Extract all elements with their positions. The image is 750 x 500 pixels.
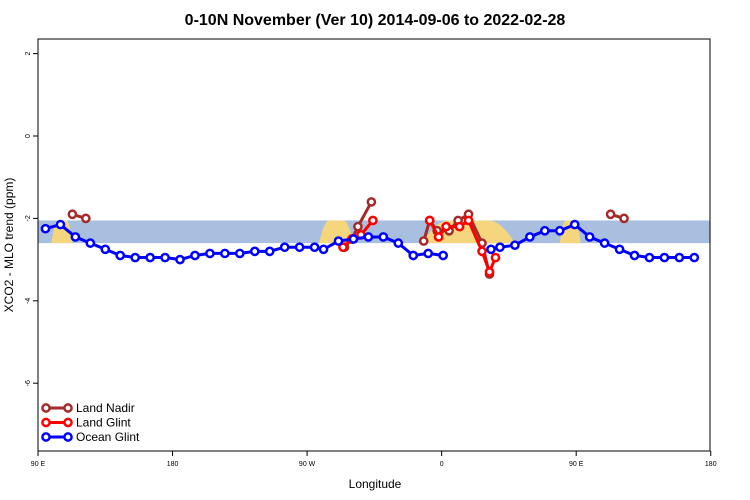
- y-tick-label: -2: [25, 215, 32, 221]
- ocean-glint-point: [333, 236, 344, 246]
- ocean-glint-point: [130, 252, 141, 263]
- ocean-glint-point: [145, 252, 155, 263]
- land-glint-point: [477, 246, 487, 257]
- legend-land-glint-label: Land Glint: [76, 416, 131, 430]
- y-axis-ticks: 2 0 -2 -4 -6: [25, 52, 38, 386]
- ocean-glint-point: [175, 254, 185, 265]
- legend-ocean-glint-marker: [41, 432, 51, 442]
- ocean-glint-point: [279, 242, 290, 253]
- ocean-glint-point: [378, 232, 389, 242]
- ocean-glint-point: [264, 246, 275, 257]
- ocean-glint-point: [554, 225, 565, 236]
- ocean-glint-point: [584, 232, 595, 242]
- x-axis-label: Longitude: [349, 477, 402, 491]
- ocean-glint-point: [539, 225, 550, 236]
- ocean-glint-point: [294, 242, 305, 253]
- ocean-glint-point: [438, 250, 448, 261]
- land-glint-point: [368, 215, 378, 226]
- series-ocean-glint: [40, 219, 700, 265]
- legend-land-nadir-marker: [41, 403, 51, 413]
- legend-land-nadir-marker: [63, 403, 73, 413]
- plot-frame: [37, 38, 711, 452]
- x-tick-label: 90 W: [299, 461, 316, 468]
- ocean-glint-point: [309, 242, 320, 253]
- ocean-glint-point: [599, 238, 610, 248]
- x-tick-label: 90 E: [31, 461, 46, 468]
- y-axis-label: XCO2 - MLO trend (ppm): [2, 178, 16, 313]
- ocean-glint-point: [674, 252, 685, 263]
- land-glint-point: [484, 267, 495, 277]
- land-nadir-point: [353, 221, 363, 232]
- ocean-glint-line: [45, 223, 444, 262]
- land-nadir-point: [80, 213, 91, 224]
- land-nadir-point: [619, 213, 629, 224]
- reference-band: [38, 220, 710, 244]
- y-tick-label: -6: [25, 380, 32, 386]
- ocean-glint-point: [190, 250, 200, 261]
- ocean-glint-point: [569, 219, 580, 230]
- y-tick-label: 0: [25, 134, 32, 138]
- legend-land-glint-marker: [63, 417, 73, 428]
- land-nadir-point: [605, 209, 616, 220]
- ocean-glint-point: [423, 248, 434, 259]
- ocean-glint-point: [614, 244, 625, 255]
- ocean-glint-point: [363, 232, 374, 242]
- land-glint-point: [490, 252, 501, 263]
- x-tick-label: 0: [440, 461, 444, 468]
- x-tick-label: 90 E: [569, 461, 584, 468]
- ocean-glint-point: [408, 250, 419, 261]
- x-axis-ticks: 90 E 180 90 W 0 90 E 180: [31, 451, 717, 468]
- legend-ocean-glint-marker: [63, 432, 73, 442]
- ocean-glint-point: [70, 232, 81, 242]
- ocean-glint-point: [318, 244, 329, 255]
- ocean-glint-point: [160, 252, 170, 263]
- legend-land-nadir-label: Land Nadir: [76, 401, 135, 415]
- ocean-glint-point: [234, 248, 245, 259]
- xco2-reference-band: [38, 220, 710, 244]
- ocean-glint-point: [55, 219, 66, 230]
- ocean-glint-point: [510, 240, 520, 251]
- land-nadir-point: [418, 236, 429, 246]
- ocean-glint-point: [689, 252, 700, 263]
- ocean-glint-point: [629, 250, 640, 261]
- ocean-glint-point: [85, 238, 96, 248]
- land-glint-point: [424, 215, 435, 226]
- ocean-glint-point: [249, 246, 260, 257]
- ocean-glint-point: [348, 234, 359, 244]
- ocean-glint-point: [393, 238, 404, 248]
- legend-ocean-glint-label: Ocean Glint: [76, 430, 140, 444]
- x-tick-label: 180: [167, 461, 179, 468]
- ocean-glint-point: [100, 244, 111, 255]
- x-tick-label: 180: [705, 461, 717, 468]
- ocean-glint-point: [644, 252, 655, 263]
- ocean-glint-point: [659, 252, 670, 263]
- ocean-glint-point: [220, 248, 230, 259]
- land-glint-point: [454, 221, 465, 232]
- land-glint-point: [441, 221, 451, 232]
- legend-land-glint-marker: [41, 417, 51, 428]
- ocean-glint-point: [525, 232, 535, 242]
- series-layer: [40, 197, 700, 279]
- ocean-glint-point: [40, 223, 51, 234]
- land-nadir-point: [67, 209, 78, 220]
- land-glint-point: [338, 242, 348, 253]
- ocean-glint-point: [115, 250, 126, 261]
- ocean-glint-point: [486, 244, 496, 255]
- land-nadir-point: [366, 197, 377, 207]
- ocean-glint-point: [205, 248, 215, 259]
- land-glint-point: [433, 232, 444, 242]
- chart-title: 0-10N November (Ver 10) 2014-09-06 to 20…: [185, 12, 566, 29]
- land-glint-point: [463, 215, 474, 226]
- land-region: [319, 220, 354, 244]
- ocean-glint-point: [495, 242, 505, 253]
- y-tick-label: -4: [25, 298, 32, 304]
- y-tick-label: 2: [25, 52, 32, 56]
